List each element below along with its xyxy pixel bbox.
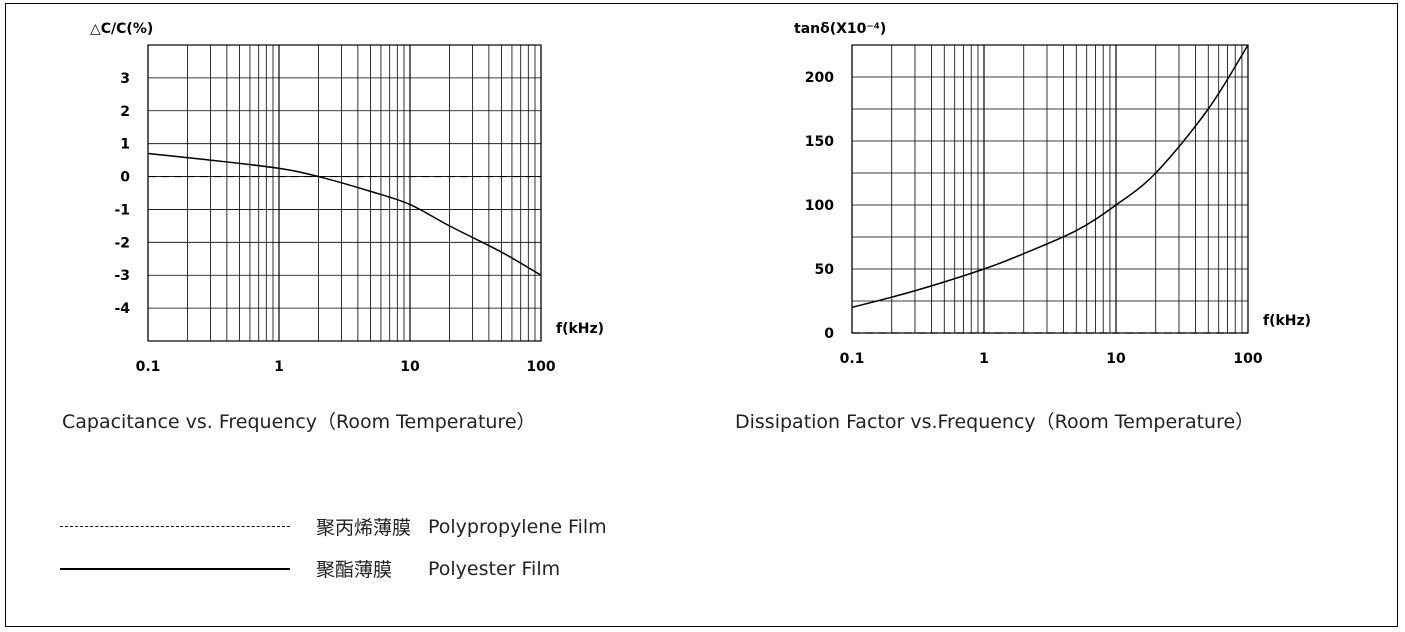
y-tick-label: 3 bbox=[120, 71, 130, 87]
x-tick-label: 0.1 bbox=[840, 351, 865, 367]
y-tick-label: 2 bbox=[120, 104, 130, 120]
y-tick-label: -3 bbox=[114, 268, 130, 284]
legend-label-en: Polyester Film bbox=[428, 557, 561, 580]
plot-area bbox=[851, 44, 1249, 334]
legend-item-polypropylene: 聚丙烯薄膜 Polypropylene Film bbox=[60, 513, 607, 540]
x-tick-label: 10 bbox=[400, 359, 420, 375]
dissipation-chart-caption: Dissipation Factor vs.Frequency（Room Tem… bbox=[735, 411, 1255, 433]
y-axis-label: tanδ(X10⁻⁴) bbox=[794, 21, 886, 37]
legend-dashed-line bbox=[60, 526, 290, 527]
legend-item-polyester: 聚酯薄膜 Polyester Film bbox=[60, 555, 560, 582]
y-tick-label: -2 bbox=[114, 235, 130, 251]
y-tick-label: 0 bbox=[120, 170, 130, 186]
y-tick-label: 1 bbox=[120, 137, 130, 153]
x-tick-label: 10 bbox=[1106, 351, 1126, 367]
polyester-film-line bbox=[851, 44, 1249, 309]
legend-solid-line bbox=[60, 567, 290, 570]
legend-label-cn: 聚酯薄膜 bbox=[316, 559, 393, 581]
x-tick-label: 0.1 bbox=[136, 359, 161, 375]
x-tick-label: 1 bbox=[274, 359, 284, 375]
x-tick-label: 100 bbox=[526, 359, 555, 375]
y-tick-label: 100 bbox=[805, 198, 834, 214]
y-axis-label: △C/C(%) bbox=[90, 21, 153, 37]
x-axis-label: f(kHz) bbox=[556, 321, 604, 337]
x-tick-label: 1 bbox=[979, 351, 989, 367]
x-tick-label: 100 bbox=[1233, 351, 1262, 367]
polyester-film-line bbox=[147, 152, 542, 276]
y-tick-label: 50 bbox=[815, 262, 835, 278]
x-axis-label: f(kHz) bbox=[1263, 313, 1311, 329]
capacitance-chart-caption: Capacitance vs. Frequency（Room Temperatu… bbox=[62, 411, 536, 433]
y-tick-label: -1 bbox=[114, 202, 130, 218]
y-tick-label: 150 bbox=[805, 134, 834, 150]
y-tick-label: 0 bbox=[824, 326, 834, 342]
legend-label-en: Polypropylene Film bbox=[428, 515, 607, 538]
y-tick-label: 200 bbox=[805, 70, 834, 86]
legend-label-cn: 聚丙烯薄膜 bbox=[316, 517, 412, 539]
y-tick-label: -4 bbox=[114, 301, 130, 317]
figure-frame bbox=[5, 3, 1398, 627]
